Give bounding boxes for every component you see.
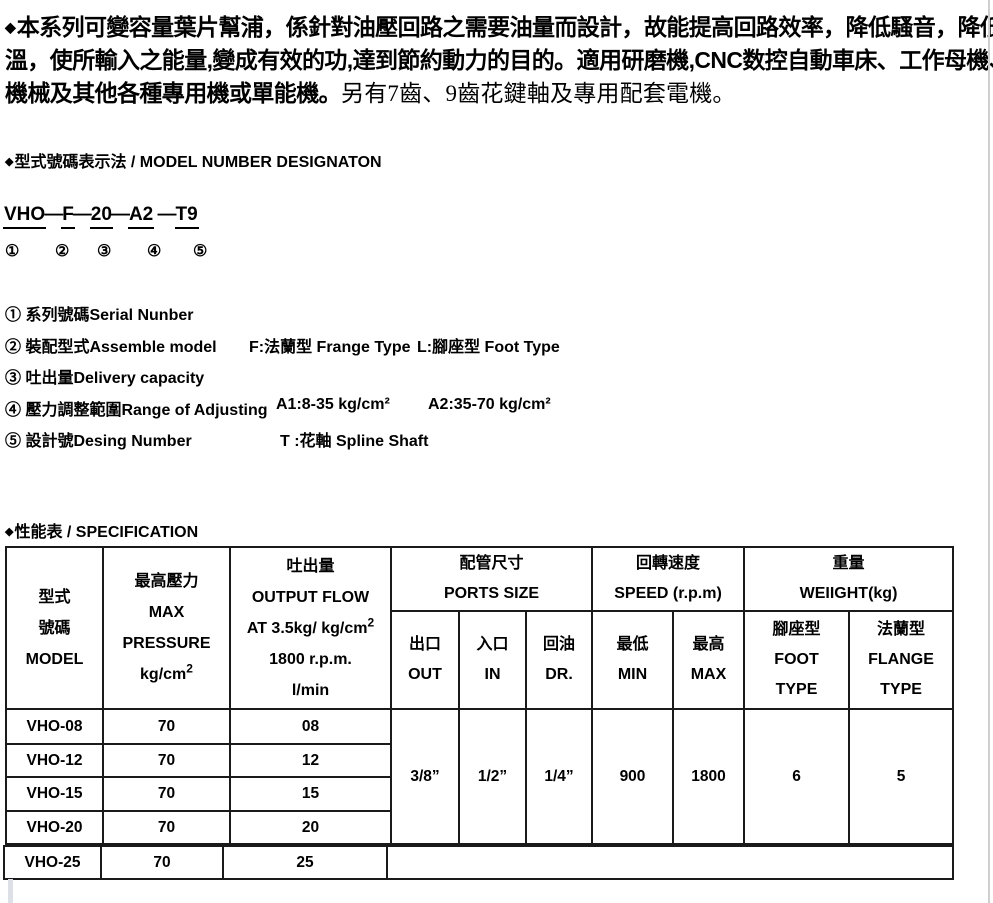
legend-item-design-number: ⑤ 設計號Desing Number T :花軸 Spline Shaft	[5, 427, 905, 459]
code-dash: —	[152, 204, 177, 225]
intro-paragraph: ◆本系列可變容量葉片幫浦，係針對油壓回路之需要油量而設計，故能提高回路效率，降低…	[5, 11, 993, 110]
diamond-bullet-icon: ◆	[5, 526, 14, 538]
model-code-segment-series: VHO	[3, 204, 47, 229]
legend-item-option-l: L:腳座型 Foot Type	[417, 338, 560, 356]
intro-line-2: 溫，使所輸入之能量,變成有效的功,達到節約動力的目的。適用研磨機,CNC数控自動…	[5, 44, 993, 77]
legend-item-option-t: T :花軸 Spline Shaft	[280, 433, 429, 450]
header-speed-min: 最低 MIN	[591, 610, 674, 710]
cell-flow: 08	[229, 708, 392, 745]
circled-number-5: ⑤	[193, 243, 208, 260]
cell-model: VHO-25	[3, 845, 102, 880]
legend-item-text: ④ 壓力調整範圍Range of Adjusting	[5, 401, 268, 419]
cell-model: VHO-20	[5, 810, 104, 845]
cell-weight-flange: 5	[848, 708, 955, 845]
cell-port-out: 3/8”	[390, 708, 460, 845]
specification-title: ◆性能表 / SPECIFICATION	[5, 518, 198, 542]
table-row: VHO-25 70 25	[3, 845, 954, 880]
cell-weight-foot: 6	[743, 708, 851, 845]
cell-speed-min: 900	[591, 708, 674, 845]
legend-item-text: ⑤ 設計號Desing Number	[5, 433, 192, 450]
specification-table-last-row: VHO-25 70 25	[3, 845, 954, 880]
cell-port-dr: 1/4”	[525, 708, 593, 845]
table-row: VHO-08 70 08 3/8” 1/2” 1/4” 900 1800 6 5	[5, 708, 955, 845]
model-code-segment-pressure: A2	[127, 204, 155, 229]
header-max-pressure: 最高壓力 MAX PRESSURE kg/cm2	[102, 546, 231, 710]
intro-line-2-text: 溫，使所輸入之能量,變成有效的功,達到節約動力的目的。適用研磨機,CNC数控自動…	[5, 47, 993, 73]
cell-pressure: 70	[102, 708, 231, 745]
table-row: VHO-20 70 20	[5, 810, 953, 845]
intro-line-1: ◆本系列可變容量葉片幫浦，係針對油壓回路之需要油量而設計，故能提高回路效率，降低…	[5, 11, 993, 44]
cell-pressure: 70	[100, 845, 224, 880]
cell-flow: 25	[222, 845, 388, 880]
legend-item-option-a1: A1:8-35 kg/cm²	[276, 395, 390, 413]
cell-flow: 20	[229, 810, 392, 845]
specification-title-text: 性能表 / SPECIFICATION	[14, 524, 199, 541]
header-sub-row: 出口 OUT 入口 IN 回油 DR. 最低 MIN 最高 MAX 腳座型 FO…	[6, 610, 955, 710]
header-output-flow: 吐出量 OUTPUT FLOW AT 3.5kg/ kg/cm2 1800 r.…	[229, 546, 392, 710]
legend-item-option-a2: A2:35-70 kg/cm²	[428, 395, 551, 413]
cell-empty	[386, 845, 954, 880]
legend-item-text: ③ 吐出量Delivery capacity	[5, 370, 205, 387]
header-model: 型式 號碼 MODEL	[5, 546, 104, 710]
cell-model: VHO-15	[5, 776, 104, 812]
cell-pressure: 70	[102, 810, 231, 845]
model-code-segment-assemble: F	[61, 204, 75, 229]
circled-number-1: ①	[5, 243, 20, 260]
code-dash: —	[72, 204, 92, 225]
header-port-dr: 回油 DR.	[525, 610, 593, 710]
model-code-segment-design: T9	[174, 204, 199, 229]
circled-number-3: ③	[97, 243, 112, 260]
intro-line-1-text: 本系列可變容量葉片幫浦，係針對油壓回路之需要油量而設計，故能提高回路效率，降低騷…	[16, 14, 993, 40]
cell-speed-max: 1800	[671, 708, 746, 845]
header-group-speed: 回轉速度 SPEED (r.p.m)	[590, 546, 746, 612]
cell-pressure: 70	[102, 776, 231, 812]
header-port-in: 入口 IN	[458, 610, 527, 710]
legend-item-serial: ① 系列號碼Serial Nunber	[5, 301, 905, 333]
legend-item-assemble: ② 裝配型式Assemble model F:法蘭型 Frange Type L:腳…	[5, 333, 905, 365]
scan-artifact	[8, 879, 13, 903]
circled-number-2: ②	[55, 243, 70, 260]
cell-flow: 12	[229, 743, 392, 778]
model-code-segment-capacity: 20	[89, 204, 113, 229]
model-designation-title-text: 型式號碼表示法 / MODEL NUMBER DESIGNATON	[14, 154, 382, 171]
model-designation-title: ◆型式號碼表示法 / MODEL NUMBER DESIGNATON	[5, 148, 382, 172]
legend-item-text: ② 裝配型式Assemble model	[5, 338, 217, 356]
legend-item-pressure-range: ④ 壓力調整範圍Range of Adjusting A1:8-35 kg/cm²…	[5, 396, 905, 428]
code-dash: —	[110, 204, 130, 225]
cell-model: VHO-12	[5, 743, 104, 778]
diamond-bullet-icon: ◆	[5, 19, 16, 35]
header-weight-flange: 法蘭型 FLANGE TYPE	[848, 610, 955, 710]
cell-port-in: 1/2”	[458, 708, 527, 845]
header-group-ports-size: 配管尺寸 PORTS SIZE	[390, 546, 593, 612]
header-speed-max: 最高 MAX	[671, 610, 746, 710]
model-code: VHO—F—20—A2 —T9	[3, 204, 199, 229]
legend-item-option-f: F:法蘭型 Frange Type	[249, 338, 411, 356]
cell-pressure: 70	[102, 743, 231, 778]
cell-model: VHO-08	[5, 708, 104, 745]
intro-line-3: 機械及其他各種專用機或單能機。另有7齒、9齒花鍵軸及專用配套電機。	[5, 77, 990, 110]
header-group-row: 型式 號碼 MODEL 最高壓力 MAX PRESSURE kg/cm2 吐出量…	[5, 546, 955, 710]
code-position-markers: ① ② ③ ④ ⑤	[0, 241, 260, 263]
intro-line-3-text: 機械及其他各種專用機或單能機。	[5, 80, 342, 106]
header-weight-foot: 腳座型 FOOT TYPE	[743, 610, 851, 710]
legend-item-text: ① 系列號碼Serial Nunber	[5, 307, 194, 324]
legend-item-delivery: ③ 吐出量Delivery capacity	[5, 364, 905, 396]
page-edge-line	[988, 0, 990, 903]
circled-number-4: ④	[147, 243, 162, 260]
header-port-out: 出口 OUT	[390, 610, 460, 710]
intro-line-3-serif-text: 另有7齒、9齒花鍵軸及專用配套電機。	[341, 81, 736, 106]
header-group-weight: 重量 WEIIGHT(kg)	[743, 546, 955, 612]
table-row: VHO-12 70 12	[5, 743, 953, 778]
diamond-bullet-icon: ◆	[5, 156, 14, 168]
table-row: VHO-15 70 15	[5, 776, 953, 812]
specification-table: 型式 號碼 MODEL 最高壓力 MAX PRESSURE kg/cm2 吐出量…	[5, 546, 955, 845]
cell-flow: 15	[229, 776, 392, 812]
code-dash: —	[44, 204, 64, 225]
designation-legend-list: ① 系列號碼Serial Nunber ② 裝配型式Assemble model…	[5, 301, 905, 459]
